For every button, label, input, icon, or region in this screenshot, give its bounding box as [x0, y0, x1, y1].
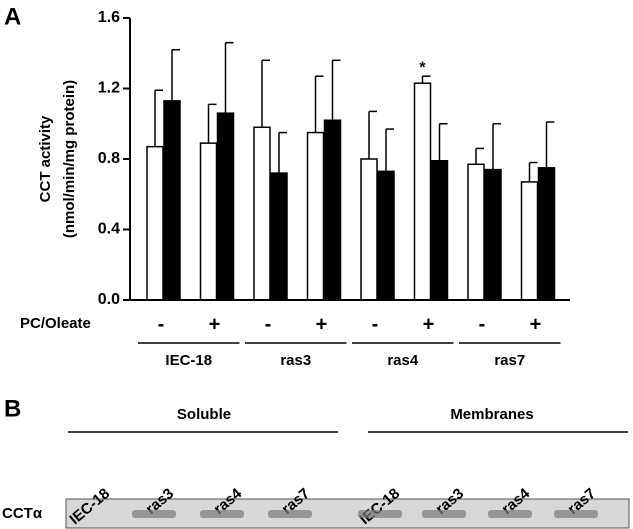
bar: [216, 112, 235, 301]
bar: [146, 145, 164, 301]
blot-band: [132, 510, 176, 518]
x-tick-label: -: [158, 313, 165, 335]
blot-header: Soluble: [177, 406, 231, 423]
x-tick-label: +: [316, 313, 328, 335]
panel-label: B: [4, 395, 21, 422]
x-tick-label: +: [423, 313, 435, 335]
bar: [270, 172, 288, 301]
group-label: ras3: [280, 352, 311, 369]
bar: [199, 142, 218, 301]
x-tick-label: -: [372, 313, 379, 335]
y-tick-label: 1.2: [98, 80, 120, 97]
blot-band: [268, 510, 312, 518]
y-axis-label: CCT activity: [37, 115, 54, 202]
x-tick-label: -: [479, 313, 486, 335]
blot-header: Membranes: [450, 406, 533, 423]
bar: [520, 181, 539, 301]
x-tick-label: +: [530, 313, 542, 335]
y-tick-label: 0.8: [98, 150, 120, 167]
y-tick-label: 0.0: [98, 291, 120, 308]
bar: [430, 160, 449, 301]
bar: [377, 170, 395, 301]
blot-band: [554, 510, 598, 518]
bar: [413, 82, 432, 301]
blot-row-label: CCTα: [2, 505, 43, 522]
row-label: PC/Oleate: [20, 315, 91, 332]
panel-label: A: [4, 3, 21, 30]
y-tick-label: 1.6: [98, 9, 120, 26]
group-label: IEC-18: [165, 352, 212, 369]
bar: [537, 167, 556, 301]
bar: [467, 163, 485, 301]
y-axis-label: (nmol/min/mg protein): [61, 80, 78, 238]
annotation: *: [419, 59, 426, 76]
x-tick-label: +: [209, 313, 221, 335]
group-label: ras4: [387, 352, 419, 369]
x-tick-label: -: [265, 313, 272, 335]
bar: [360, 158, 378, 301]
blot-band: [200, 510, 244, 518]
bar: [484, 168, 502, 301]
bar: [323, 119, 342, 301]
blot-band: [422, 510, 466, 518]
bar: [253, 126, 271, 301]
bar: [306, 131, 325, 301]
blot-band: [488, 510, 532, 518]
group-label: ras7: [494, 352, 525, 369]
blot-band: [358, 510, 402, 518]
bar: [163, 100, 181, 301]
y-tick-label: 0.4: [98, 221, 120, 238]
